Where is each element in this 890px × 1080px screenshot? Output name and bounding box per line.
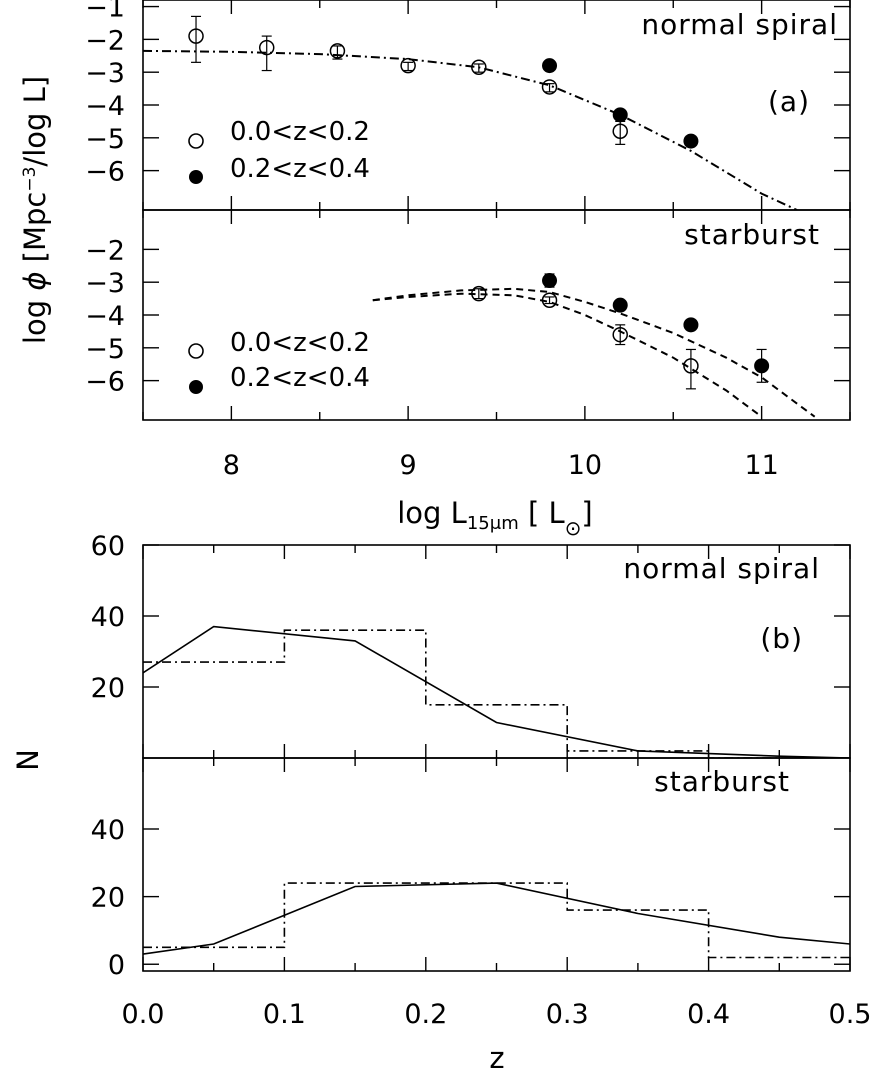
data-point-filled: [754, 358, 770, 374]
panel-a-top-title: normal spiral: [641, 8, 838, 41]
histogram-step: [143, 629, 850, 758]
legend-a-top-label-1: 0.0<z<0.2: [230, 117, 370, 147]
x-tick-label: 9: [400, 450, 417, 481]
x-tick-label: 10: [568, 450, 602, 481]
y-tick-label: 40: [91, 602, 125, 633]
y-tick-label: 60: [91, 531, 125, 562]
model-curve-dashed: [372, 287, 816, 418]
legend-filled-circle-marker: [189, 170, 203, 184]
histogram-step: [143, 882, 850, 959]
panel-a-bottom-title: starburst: [684, 218, 820, 251]
data-point-filled: [683, 317, 699, 333]
panel-b-xlabel: z: [489, 1041, 504, 1075]
data-point-filled: [612, 297, 628, 313]
y-tick-label: −3: [85, 58, 125, 89]
y-tick-label: −4: [85, 301, 125, 332]
x-tick-label: 0.3: [546, 999, 589, 1030]
y-tick-label: −3: [85, 268, 125, 299]
panel-a-tag: (a): [768, 85, 810, 118]
panel-b-bottom-title: starburst: [654, 765, 790, 798]
y-tick-label: −2: [85, 235, 125, 266]
data-point-filled: [683, 133, 699, 149]
data-point-open: [329, 43, 346, 59]
y-tick-label: 40: [91, 815, 125, 846]
data-point-open: [541, 79, 558, 95]
data-point-open: [612, 123, 628, 139]
data-point-open: [612, 326, 628, 343]
data-point-filled: [612, 107, 628, 123]
data-point-open: [188, 28, 204, 44]
y-tick-label: −1: [85, 0, 125, 24]
y-tick-label: 20: [91, 673, 125, 704]
y-tick-label: −5: [85, 334, 125, 365]
x-tick-label: 11: [744, 450, 778, 481]
data-point-open: [400, 57, 416, 74]
data-point-filled: [542, 58, 558, 74]
data-point-filled: [542, 273, 558, 289]
legend-a-bottom-label-1: 0.0<z<0.2: [230, 328, 370, 358]
x-tick-label: 0.0: [122, 999, 165, 1030]
panel-b-ylabel: N: [11, 749, 45, 771]
y-tick-label: 20: [91, 883, 125, 914]
data-point-open: [683, 358, 699, 374]
panel-b-top-title: normal spiral: [623, 552, 820, 585]
legend-a-top-label-2: 0.2<z<0.4: [230, 154, 370, 184]
x-tick-label: 0.5: [829, 999, 872, 1030]
x-tick-label: 0.2: [404, 999, 447, 1030]
legend-open-circle-marker: [188, 133, 204, 149]
data-point-open: [258, 39, 275, 56]
panel-a-ylabel: log ϕ [Mpc−3/log L]: [18, 76, 52, 344]
x-tick-label: 8: [223, 450, 240, 481]
legend-a-bottom-label-2: 0.2<z<0.4: [230, 363, 370, 393]
model-line: [143, 625, 850, 758]
model-curve-dashed: [372, 292, 763, 418]
y-tick-label: −2: [85, 25, 125, 56]
y-tick-label: −6: [85, 157, 125, 188]
y-tick-label: −6: [85, 367, 125, 398]
y-tick-label: −5: [85, 124, 125, 155]
model-line: [143, 882, 850, 955]
panel-b-tag: (b): [760, 622, 803, 655]
legend-filled-circle-marker: [189, 380, 203, 394]
legend-open-circle-marker: [188, 343, 204, 359]
y-tick-label: −4: [85, 91, 125, 122]
x-tick-label: 0.1: [263, 999, 306, 1030]
x-tick-label: 0.4: [687, 999, 730, 1030]
panel-a-xlabel: log L15μm [ L⊙]: [397, 496, 593, 540]
y-tick-label: 0: [108, 950, 125, 981]
